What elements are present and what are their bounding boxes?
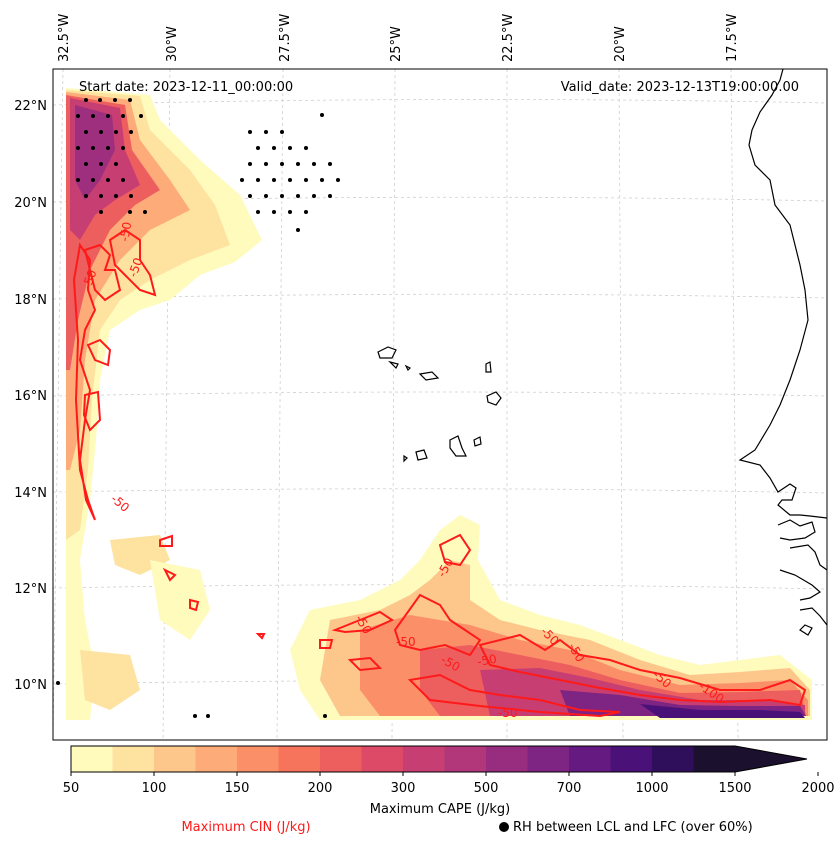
contour-label: -50 [126, 256, 146, 279]
colorbar-segment [693, 746, 736, 772]
colorbar-segment [610, 746, 653, 772]
colorbar-tick-label: 1000 [635, 781, 668, 796]
colorbar-segment [361, 746, 404, 772]
lat-label: 12°N [14, 582, 47, 597]
contour-label: -50 [476, 652, 498, 669]
lat-label: 18°N [14, 293, 47, 308]
lat-label: 10°N [14, 678, 47, 693]
contour-label: -50 [396, 635, 416, 649]
colorbar-tick-label: 2000 [801, 781, 834, 796]
colorbar-segment [444, 746, 487, 772]
colorbar-segment [71, 746, 113, 772]
colorbar-tick-label: 700 [557, 781, 582, 796]
start-date-label: Start date: 2023-12-11_00:00:00 [79, 80, 293, 95]
colorbar-segment [652, 746, 694, 772]
lon-label: 32.5°W [57, 14, 72, 62]
lat-label: 16°N [14, 389, 47, 404]
rh-legend-dot [499, 822, 509, 832]
cape-verde-islands [377, 346, 502, 463]
lon-label: 17.5°W [725, 14, 740, 62]
colorbar-tick-label: 1500 [718, 781, 751, 796]
colorbar-outline [70, 745, 808, 773]
colorbar-ticks: 50 100 150 200 300 500 700 1000 1500 2000 [63, 772, 835, 796]
lon-label: 30°W [165, 26, 180, 62]
colorbar-tick-label: 500 [474, 781, 499, 796]
lon-label: 25°W [389, 26, 404, 62]
cin-legend-label: Maximum CIN (J/kg) [181, 820, 310, 835]
contour-label: -50 [80, 268, 100, 291]
rh-legend-label: RH between LCL and LFC (over 60%) [513, 820, 753, 835]
colorbar-segment [112, 746, 155, 772]
colorbar-tick-label: 300 [391, 781, 416, 796]
lon-label: 22.5°W [501, 14, 516, 62]
colorbar-segment [320, 746, 362, 772]
colorbar-segment [486, 746, 528, 772]
colorbar-tick-label: 50 [63, 781, 80, 796]
colorbar-segment [278, 746, 321, 772]
colorbar-tick-label: 200 [308, 781, 333, 796]
lon-label: 27.5°W [278, 14, 293, 62]
africa-coastline [738, 69, 827, 636]
colorbar-tick-label: 100 [142, 781, 167, 796]
lat-label: 20°N [14, 196, 47, 211]
contour-label: -50 [117, 221, 134, 243]
colorbar-segment [527, 746, 570, 772]
contour-label: -50 [498, 706, 518, 720]
map-border [52, 68, 828, 741]
lat-label: 14°N [14, 486, 47, 501]
cape-fill [66, 88, 812, 720]
lon-label: 20°W [613, 26, 628, 62]
colorbar-segment [403, 746, 445, 772]
cin-contours [72, 228, 807, 718]
colorbar-segment [237, 746, 279, 772]
colorbar-segment [154, 746, 196, 772]
latitude-labels: 22°N 20°N 18°N 16°N 14°N 12°N 10°N [14, 99, 47, 693]
colorbar-title: Maximum CAPE (J/kg) [370, 802, 510, 817]
longitude-labels: 32.5°W 30°W 27.5°W 25°W 22.5°W 20°W 17.5… [57, 14, 740, 62]
rh-stipple [56, 98, 340, 718]
colorbar-tick-label: 150 [225, 781, 250, 796]
valid-date-label: Valid_date: 2023-12-13T19:00:00.00 [561, 80, 799, 95]
colorbar-segment [195, 746, 238, 772]
lat-label: 22°N [14, 99, 47, 114]
colorbar-extend-arrow [735, 746, 807, 772]
colorbar-segment [569, 746, 611, 772]
colorbar [70, 745, 808, 773]
